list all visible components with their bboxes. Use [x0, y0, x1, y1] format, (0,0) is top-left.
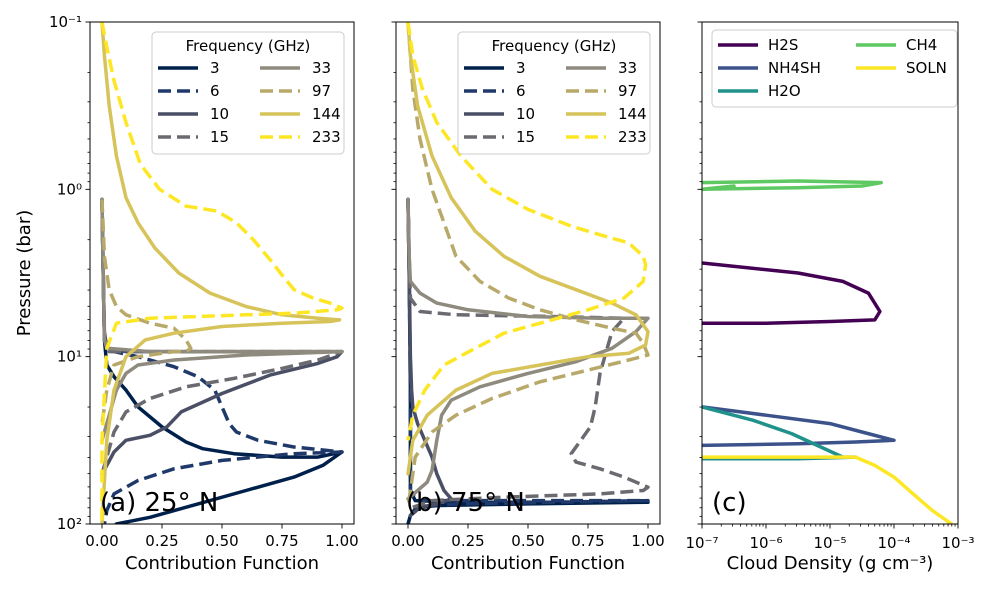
y-axis-label: Pressure (bar) — [14, 210, 35, 336]
series-line-233 — [100, 22, 344, 524]
x-axis-label: Cloud Density (g cm⁻³) — [727, 553, 934, 574]
x-tick-label: 0.75 — [571, 532, 604, 550]
legend-label: 144 — [312, 105, 341, 123]
series-line-H2S — [702, 261, 882, 325]
x-tick-label: 0.00 — [391, 532, 424, 550]
series-line-H2O — [702, 405, 858, 461]
legend-label: 97 — [618, 82, 637, 100]
x-tick-label: 10⁻⁴ — [877, 534, 910, 552]
series-line-10 — [100, 197, 344, 476]
legend-label: 6 — [516, 82, 526, 100]
panel-annotation: (a) 25° N — [100, 488, 218, 518]
series-line-6 — [406, 199, 650, 517]
legend-label: SOLN — [906, 59, 947, 77]
y-tick-label: 10⁻¹ — [49, 13, 82, 31]
legend-label: 15 — [516, 128, 535, 146]
axes-frame — [395, 21, 661, 525]
series-line-97 — [406, 22, 650, 508]
panel-b: 0.00 0.25 0.50 0.75 1.00 Contribution Functio… — [391, 21, 665, 574]
series-group — [100, 22, 344, 524]
series-line-144 — [406, 22, 650, 476]
y-tick-label: 10¹ — [57, 348, 82, 366]
axes-frame — [89, 21, 355, 525]
x-tick-label: 10⁻⁶ — [749, 534, 782, 552]
panel-annotation: (b) 75° N — [406, 488, 525, 518]
legend: H2S NH4SH H2O CH4 SOLN — [711, 29, 958, 108]
legend-label: 6 — [210, 82, 220, 100]
series-line-97 — [100, 199, 193, 424]
series-line-NH4SH — [702, 405, 896, 448]
legend-box — [711, 29, 958, 108]
series-line-33 — [100, 197, 344, 443]
panel-annotation: (c) — [712, 488, 747, 518]
series-line-CH4 — [702, 179, 883, 192]
x-tick-label: 0.50 — [511, 532, 544, 550]
legend-label: H2O — [768, 82, 801, 100]
series-line-10 — [406, 197, 453, 518]
x-tick-label: 0.25 — [451, 532, 484, 550]
x-tick-label: 0.75 — [265, 532, 298, 550]
legend-label: 10 — [210, 105, 229, 123]
legend: Frequency (GHz) 3 6 10 15 33 97 144 233 — [457, 31, 651, 155]
legend-title: Frequency (GHz) — [186, 37, 311, 55]
x-tick-label: 1.00 — [325, 532, 358, 550]
legend-label: 15 — [210, 128, 229, 146]
series-line-15 — [100, 199, 344, 475]
x-axis-label: Contribution Function — [431, 553, 625, 574]
legend-label: NH4SH — [768, 59, 821, 77]
legend-label: 233 — [618, 128, 647, 146]
legend-label: 233 — [312, 128, 341, 146]
legend-label: 3 — [210, 59, 220, 77]
series-line-33 — [406, 197, 650, 501]
series-group — [406, 22, 650, 524]
series-line-3 — [100, 197, 344, 524]
axes-frame — [701, 21, 959, 525]
x-tick-label: 10⁻³ — [941, 534, 974, 552]
legend-box — [457, 31, 651, 155]
legend-label: 144 — [618, 105, 647, 123]
legend-box — [151, 31, 345, 155]
x-tick-label: 0.50 — [205, 532, 238, 550]
x-tick-label: 0.00 — [85, 532, 118, 550]
legend-label: 33 — [312, 59, 331, 77]
series-group — [702, 179, 954, 524]
series-line-SOLN — [702, 455, 954, 524]
x-tick-label: 0.25 — [145, 532, 178, 550]
x-axis-label: Contribution Function — [125, 553, 319, 574]
legend-label: 3 — [516, 59, 526, 77]
y-tick-label: 10² — [57, 515, 82, 533]
y-tick-label: 10⁰ — [57, 180, 82, 198]
x-tick-label: 10⁻⁵ — [813, 534, 846, 552]
panel-c: 10⁻⁷ 10⁻⁶ 10⁻⁵ 10⁻⁴ 10⁻³ Cloud Density (g cm⁻… — [685, 21, 975, 574]
legend: Frequency (GHz) 3 6 10 15 33 97 144 233 — [151, 31, 345, 155]
series-line-6 — [100, 199, 344, 524]
series-line-15 — [406, 199, 650, 509]
x-tick-label: 10⁻⁷ — [685, 534, 718, 552]
series-line-233 — [406, 22, 648, 441]
x-tick-label: 1.00 — [631, 532, 664, 550]
legend-label: H2S — [768, 36, 798, 54]
legend-label: 97 — [312, 82, 331, 100]
legend-title: Frequency (GHz) — [492, 37, 617, 55]
series-line-144 — [100, 22, 342, 524]
series-line-3 — [406, 197, 650, 524]
legend-label: 33 — [618, 59, 637, 77]
legend-label: CH4 — [906, 36, 937, 54]
legend-label: 10 — [516, 105, 535, 123]
